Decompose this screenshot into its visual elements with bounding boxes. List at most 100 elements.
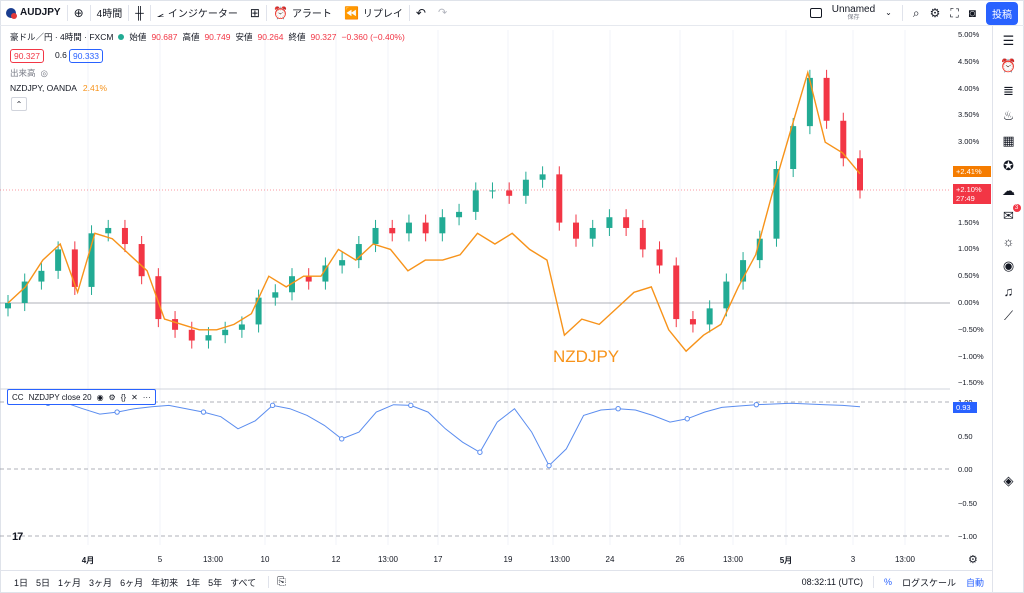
eye-off-icon[interactable]: ◎: [40, 67, 48, 78]
toolbar-right: Unnamed 保存 ⌄ ⌕ ⚙ ⛶ ◙ 投稿: [809, 0, 1024, 26]
auto-scale-toggle[interactable]: 自動: [965, 577, 984, 588]
volume-legend: 出来高 ◎: [10, 67, 48, 79]
time-tick-label: 13:00: [894, 555, 916, 564]
data-window-icon[interactable]: ≣: [1003, 83, 1014, 98]
tradingview-logo[interactable]: 17: [12, 531, 23, 543]
grid-icon: ⊞: [249, 5, 260, 20]
bell-icon[interactable]: ♫: [1003, 283, 1014, 299]
audjpy-tag-value: +2.10%: [956, 185, 982, 194]
templates-button[interactable]: ⊞: [244, 0, 266, 26]
settings-icon[interactable]: ⚙: [108, 392, 116, 402]
timeframe-button[interactable]: 1年: [186, 577, 201, 588]
price-tick-label: 3.50%: [958, 110, 980, 120]
timeframe-button[interactable]: 6ヶ月: [120, 577, 144, 588]
alert-button[interactable]: ⏰ アラート: [267, 0, 338, 26]
more-icon[interactable]: ···: [142, 392, 151, 402]
replay-label: リプレイ: [362, 9, 403, 20]
candle-body: [556, 174, 563, 223]
price-tick-label: −0.50%: [958, 324, 984, 334]
candle-body: [405, 222, 412, 234]
close-icon[interactable]: ✕: [131, 392, 138, 402]
sell-price-button[interactable]: 90.327: [10, 49, 44, 63]
symbol-name: AUDJPY: [20, 7, 61, 18]
alarm-clock-icon[interactable]: ⏰: [1000, 58, 1017, 73]
notifications-chat-icon[interactable]: ✉ 3: [1000, 204, 1021, 225]
eye-icon[interactable]: ◉: [96, 392, 104, 402]
timeframe-button[interactable]: 1ヶ月: [58, 577, 82, 588]
redo-icon: ↷: [437, 7, 448, 19]
trend-icon[interactable]: ⟋: [1003, 308, 1014, 323]
fullscreen-icon[interactable]: ⛶: [950, 6, 959, 20]
bottom-right: 08:32:11 (UTC) % ログスケール 自動: [802, 571, 984, 593]
lightbulb-icon[interactable]: ☼: [1002, 233, 1015, 249]
gear-icon[interactable]: ⚙: [968, 554, 978, 566]
percent-scale-toggle[interactable]: %: [883, 577, 892, 587]
utc-clock[interactable]: 08:32:11 (UTC): [801, 577, 863, 587]
timeframe-button[interactable]: 年初来: [151, 577, 179, 588]
chevron-down-icon[interactable]: ⌄: [885, 8, 892, 17]
candle-body: [489, 190, 496, 192]
undo-button[interactable]: ↶: [410, 0, 432, 26]
correlation-marker: [339, 436, 345, 442]
candle-body: [539, 174, 546, 180]
candle-body: [21, 281, 28, 303]
symbol-search[interactable]: AUDJPY: [0, 0, 67, 26]
calendar-icon[interactable]: ▦: [1002, 133, 1015, 148]
correlation-marker: [408, 402, 414, 409]
indicator-chart-icon: ⦟: [156, 5, 164, 20]
notification-badge: 3: [1012, 204, 1021, 212]
gear-icon[interactable]: ⚙: [929, 6, 941, 20]
timeframe-button[interactable]: 5年: [208, 577, 223, 588]
indicators-button[interactable]: ⦟ インジケーター: [151, 0, 244, 26]
timeframe-button[interactable]: すべて: [230, 577, 257, 588]
hotlist-fire-icon[interactable]: ♨: [1002, 108, 1015, 123]
camera-icon[interactable]: ◙: [968, 6, 976, 20]
open-value: 90.687: [151, 32, 178, 42]
alarm-clock-icon: ⏰: [272, 5, 288, 20]
layout-name-button[interactable]: Unnamed 保存: [832, 5, 875, 22]
indicator-legend[interactable]: CC NZDJPY close 20 ◉ ⚙ {} ✕ ···: [7, 389, 156, 405]
watchlist-icon[interactable]: ☰: [1002, 33, 1015, 48]
legend-title[interactable]: 豪ドル／円 · 4時間 · FXCM: [10, 32, 114, 42]
redo-button[interactable]: ↷: [432, 0, 453, 26]
timeframe-button[interactable]: 1日: [14, 577, 29, 588]
bar-countdown: 27:49: [956, 194, 975, 203]
publish-button[interactable]: 投稿: [986, 1, 1018, 25]
candle-body: [105, 227, 112, 234]
time-tick-label: 3: [850, 555, 856, 564]
layers-icon[interactable]: ◈: [1003, 473, 1014, 488]
replay-button[interactable]: ⏪ リプレイ: [338, 0, 409, 26]
candle-body: [55, 249, 62, 271]
log-scale-toggle[interactable]: ログスケール: [901, 577, 956, 588]
chat-icon[interactable]: ☁: [1002, 183, 1015, 198]
top-toolbar: AUDJPY ⊕ 4時間 ╫ ⦟ インジケーター ⊞ ⏰ アラート ⏪ リプレイ…: [0, 0, 1024, 26]
price-tick-label: 0.50%: [958, 271, 980, 281]
timeframe-button[interactable]: 3ヶ月: [89, 577, 113, 588]
indicators-label: インジケーター: [167, 9, 238, 20]
buy-price-button[interactable]: 90.333: [69, 49, 103, 63]
candle-body: [756, 238, 763, 261]
spread-value: 0.6: [55, 50, 67, 60]
date-range-icon[interactable]: ⎘: [277, 575, 286, 588]
source-code-icon[interactable]: {}: [120, 392, 127, 402]
ideas-lightbulb-icon[interactable]: ✪: [1003, 158, 1014, 173]
candle-body: [673, 265, 680, 320]
candle-body: [272, 292, 279, 298]
candle-body: [222, 329, 229, 336]
candle-body: [71, 249, 78, 287]
timeframe-button[interactable]: 5日: [36, 577, 51, 588]
search-icon[interactable]: ⌕: [912, 6, 920, 20]
compare-watermark: NZDJPY: [553, 347, 620, 366]
indicator-value-tag: 0.93: [953, 402, 977, 413]
candle-body: [740, 260, 747, 282]
candle-body: [573, 222, 579, 239]
layout-icon[interactable]: [809, 8, 822, 18]
chart-type-button[interactable]: ╫: [129, 0, 150, 26]
collapse-legend-button[interactable]: ⌃: [11, 97, 27, 111]
compare-symbol[interactable]: NZDJPY, OANDA: [10, 83, 77, 93]
price-chart[interactable]: [0, 26, 950, 586]
interval-button[interactable]: 4時間: [91, 0, 129, 26]
time-tick-label: 24: [605, 555, 615, 564]
streams-icon[interactable]: ◉: [1002, 258, 1015, 273]
compare-button[interactable]: ⊕: [68, 0, 90, 26]
